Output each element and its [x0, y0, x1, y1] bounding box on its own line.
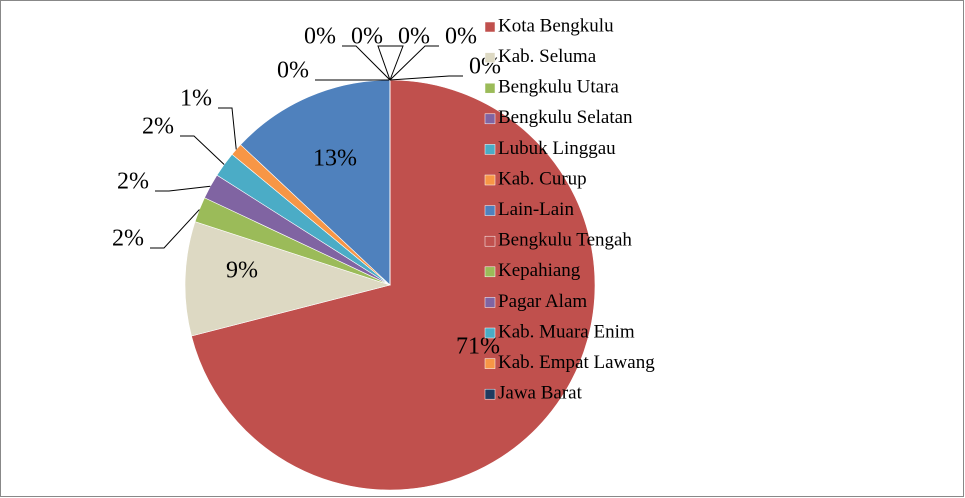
legend-swatch: [484, 358, 496, 369]
data-label: 1%: [180, 86, 212, 112]
legend-swatch: [484, 21, 496, 33]
data-label: 13%: [313, 146, 357, 172]
leader-line: [218, 107, 237, 150]
legend-label: Bengkulu Selatan: [498, 107, 633, 128]
data-label: 2%: [117, 169, 149, 195]
data-label: 2%: [142, 114, 174, 140]
legend-swatch: [484, 388, 496, 400]
legend-swatch: [484, 82, 496, 94]
data-label: 0%: [445, 24, 477, 50]
data-label: 0%: [304, 24, 336, 50]
data-label: 0%: [398, 24, 430, 50]
legend-swatch: [484, 297, 496, 308]
legend-swatch: [484, 205, 496, 216]
leader-line: [389, 75, 463, 81]
legend-label: Bengkulu Tengah: [498, 230, 632, 251]
legend-label: Lubuk Linggau: [498, 138, 616, 159]
leader-line: [389, 45, 404, 81]
legend-swatch: [484, 144, 496, 155]
data-label: 2%: [112, 226, 144, 252]
legend-swatch: [484, 327, 496, 339]
legend-label: Jawa Barat: [498, 383, 583, 404]
legend-swatch: [484, 52, 496, 63]
leader-line: [150, 209, 200, 249]
legend-label: Kab. Muara Enim: [498, 321, 635, 342]
legend-label: Kab. Empat Lawang: [498, 352, 655, 373]
leader-line: [180, 135, 225, 165]
leader-line: [155, 185, 211, 192]
legend-label: Kota Bengkulu: [498, 15, 614, 36]
leader-line: [377, 45, 392, 81]
legend-swatch: [484, 113, 496, 125]
legend-swatch: [484, 174, 496, 186]
legend-label: Pagar Alam: [498, 291, 587, 312]
legend-swatch: [484, 266, 496, 278]
legend-swatch: [484, 235, 496, 247]
data-label: 0%: [277, 58, 309, 84]
legend-label: Kab. Seluma: [498, 46, 597, 67]
leader-line: [389, 45, 439, 81]
legend-label: Lain-Lain: [498, 199, 574, 220]
data-label: 0%: [351, 24, 383, 50]
pie-slice: [184, 221, 392, 337]
leader-line: [342, 45, 391, 81]
legend-label: Kab. Curup: [498, 168, 587, 189]
data-label: 9%: [226, 258, 258, 284]
legend-label: Bengkulu Utara: [498, 77, 619, 98]
legend-label: Kepahiang: [498, 260, 581, 281]
